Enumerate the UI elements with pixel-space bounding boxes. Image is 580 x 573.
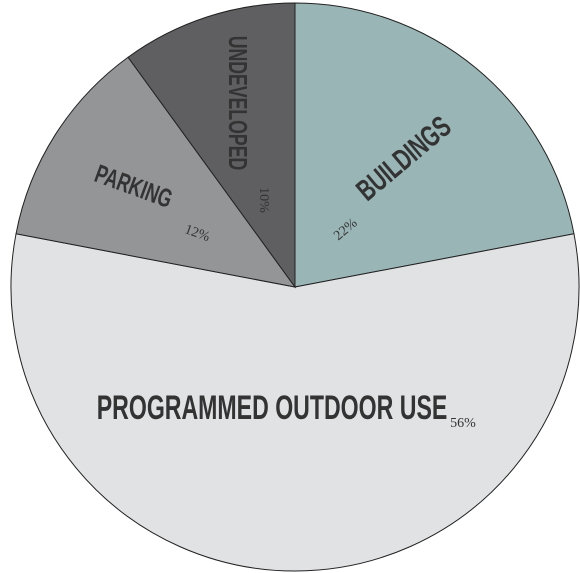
slice-label: PROGRAMMED OUTDOOR USE <box>97 390 448 427</box>
slice-label: UNDEVELOPED <box>223 36 252 171</box>
pie-slice <box>10 233 580 572</box>
pie-slice <box>15 56 297 288</box>
pie-slice <box>127 2 296 289</box>
slice-value-label: 10% <box>256 187 271 213</box>
slice-value-label: 56% <box>450 416 476 431</box>
pie-slice <box>294 2 575 288</box>
